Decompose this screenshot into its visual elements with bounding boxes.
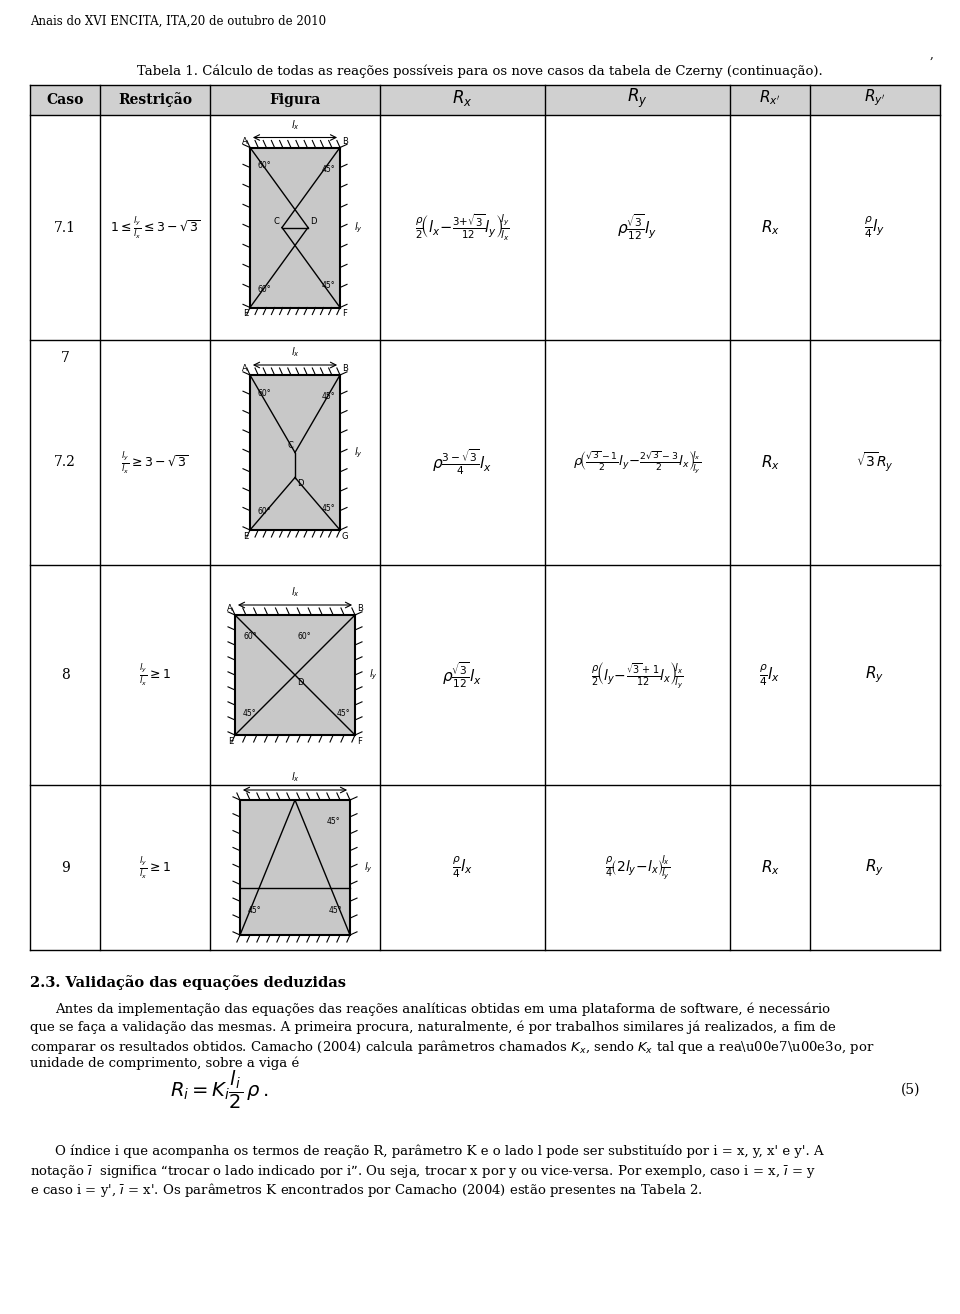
Text: $\rho\frac{3-\sqrt{3}}{4}l_x$: $\rho\frac{3-\sqrt{3}}{4}l_x$: [432, 448, 492, 477]
Text: 45°: 45°: [322, 505, 335, 512]
Text: $l_x$: $l_x$: [291, 770, 300, 784]
Text: $1 \leq \frac{l_y}{l_x} \leq 3-\sqrt{3}$: $1 \leq \frac{l_y}{l_x} \leq 3-\sqrt{3}$: [109, 214, 201, 240]
Text: 45°: 45°: [322, 392, 335, 401]
Text: 7.1: 7.1: [54, 221, 76, 234]
Text: F: F: [342, 310, 347, 318]
Text: $\sqrt{3}R_y$: $\sqrt{3}R_y$: [856, 451, 894, 474]
Text: 45°: 45°: [328, 905, 342, 915]
Text: 9: 9: [60, 861, 69, 875]
Text: $l_y$: $l_y$: [364, 861, 372, 875]
Bar: [240, 800, 350, 936]
Text: $\rho\frac{\sqrt{3}}{12}l_y$: $\rho\frac{\sqrt{3}}{12}l_y$: [617, 213, 658, 242]
Text: Caso: Caso: [46, 93, 84, 106]
Text: B: B: [342, 137, 348, 146]
Text: notação $\bar{\imath}$  significa “trocar o lado indicado por i”. Ou seja, troca: notação $\bar{\imath}$ significa “trocar…: [30, 1163, 816, 1180]
Text: $\frac{\rho}{4}\!\left(2l_y\!-\!l_x\right)\!\frac{l_x}{l_y}$: $\frac{\rho}{4}\!\left(2l_y\!-\!l_x\righ…: [605, 853, 670, 882]
Text: ,: ,: [930, 49, 934, 60]
Text: 60°: 60°: [257, 162, 271, 171]
Text: B: B: [357, 604, 363, 614]
Text: A: A: [242, 364, 248, 373]
Text: $\frac{l_y}{l_x} \geq 3-\sqrt{3}$: $\frac{l_y}{l_x} \geq 3-\sqrt{3}$: [121, 449, 189, 476]
Text: 60°: 60°: [257, 389, 271, 398]
Text: E: E: [228, 737, 233, 746]
Text: A: A: [228, 604, 233, 614]
Text: 45°: 45°: [322, 281, 335, 290]
Text: 7.2: 7.2: [54, 456, 76, 469]
Text: D: D: [297, 678, 303, 687]
Text: $\frac{\rho}{4}l_x$: $\frac{\rho}{4}l_x$: [452, 854, 473, 880]
Text: comparar os resultados obtidos. Camacho (2004) calcula parâmetros chamados $K_x$: comparar os resultados obtidos. Camacho …: [30, 1038, 875, 1056]
Text: 45°: 45°: [326, 817, 340, 827]
Text: $R_{x'}$: $R_{x'}$: [759, 88, 780, 108]
Text: 45°: 45°: [248, 905, 262, 915]
Text: 60°: 60°: [297, 632, 311, 641]
Text: $R_y$: $R_y$: [627, 87, 648, 109]
Text: A: A: [242, 137, 248, 146]
Bar: [250, 374, 340, 530]
Text: G: G: [342, 532, 348, 541]
Text: $R_y$: $R_y$: [866, 857, 884, 878]
Text: F: F: [357, 737, 362, 746]
Text: $\frac{\rho}{4}l_x$: $\frac{\rho}{4}l_x$: [759, 662, 780, 687]
Text: E: E: [243, 532, 248, 541]
Text: O índice i que acompanha os termos de reação R, parâmetro K e o lado l pode ser : O índice i que acompanha os termos de re…: [55, 1144, 824, 1159]
Text: 8: 8: [60, 668, 69, 682]
Text: 45°: 45°: [336, 710, 350, 717]
Text: Anais do XVI ENCITA, ITA,20 de outubro de 2010: Anais do XVI ENCITA, ITA,20 de outubro d…: [30, 14, 326, 28]
Text: $R_i = K_i \dfrac{l_i}{2}\,\rho\,.$: $R_i = K_i \dfrac{l_i}{2}\,\rho\,.$: [170, 1068, 269, 1112]
Text: $R_x$: $R_x$: [760, 218, 780, 237]
Bar: [30, 85, 940, 116]
Text: Antes da implementação das equações das reações analíticas obtidas em uma plataf: Antes da implementação das equações das …: [55, 1003, 830, 1016]
Text: (5): (5): [900, 1083, 920, 1097]
Text: 60°: 60°: [257, 285, 271, 293]
Text: $\frac{\rho}{2}\!\left(l_x\!-\!\frac{3\!+\!\sqrt{3}}{12}l_y\right)\!\frac{l_y}{l: $\frac{\rho}{2}\!\left(l_x\!-\!\frac{3\!…: [415, 212, 510, 243]
Text: C: C: [274, 217, 279, 226]
Bar: [250, 147, 340, 307]
Text: 60°: 60°: [243, 632, 256, 641]
Text: 45°: 45°: [322, 164, 335, 173]
Bar: [235, 615, 355, 735]
Text: 60°: 60°: [257, 507, 271, 516]
Text: $l_x$: $l_x$: [291, 346, 300, 359]
Text: D: D: [310, 217, 317, 226]
Text: B: B: [342, 364, 348, 373]
Text: unidade de comprimento, sobre a viga é: unidade de comprimento, sobre a viga é: [30, 1056, 300, 1070]
Text: $\rho\frac{\sqrt{3}}{12}l_x$: $\rho\frac{\sqrt{3}}{12}l_x$: [443, 660, 483, 690]
Text: C: C: [287, 440, 293, 449]
Text: $l_x$: $l_x$: [291, 585, 300, 599]
Text: $\frac{l_y}{l_x} \geq 1$: $\frac{l_y}{l_x} \geq 1$: [139, 854, 171, 880]
Text: $\rho\!\left(\frac{\sqrt{3}-1}{2}l_y\!-\!\frac{2\sqrt{3}-3}{2}l_x\right)\!\frac{: $\rho\!\left(\frac{\sqrt{3}-1}{2}l_y\!-\…: [573, 449, 702, 476]
Text: 7: 7: [60, 351, 69, 365]
Text: e caso i = y', $\bar{\imath}$ = x'. Os parâmetros K encontrados por Camacho (200: e caso i = y', $\bar{\imath}$ = x'. Os p…: [30, 1181, 703, 1198]
Text: D: D: [297, 480, 303, 489]
Text: $R_x$: $R_x$: [452, 88, 472, 108]
Text: $l_y$: $l_y$: [354, 445, 363, 460]
Text: $l_x$: $l_x$: [291, 118, 300, 131]
Text: $l_y$: $l_y$: [354, 221, 363, 235]
Text: Restrição: Restrição: [118, 92, 192, 108]
Text: 2.3. Validação das equações deduzidas: 2.3. Validação das equações deduzidas: [30, 975, 346, 989]
Text: Tabela 1. Cálculo de todas as reações possíveis para os nove casos da tabela de : Tabela 1. Cálculo de todas as reações po…: [137, 64, 823, 79]
Text: $\frac{l_y}{l_x} \geq 1$: $\frac{l_y}{l_x} \geq 1$: [139, 662, 171, 689]
Text: Figura: Figura: [270, 93, 321, 106]
Text: 45°: 45°: [243, 710, 256, 717]
Text: $\frac{\rho}{4}l_y$: $\frac{\rho}{4}l_y$: [864, 214, 886, 240]
Text: E: E: [243, 310, 248, 318]
Text: $R_{y'}$: $R_{y'}$: [864, 88, 886, 108]
Text: $l_y$: $l_y$: [369, 668, 378, 682]
Text: $R_x$: $R_x$: [760, 858, 780, 876]
Text: que se faça a validação das mesmas. A primeira procura, naturalmente, é por trab: que se faça a validação das mesmas. A pr…: [30, 1020, 836, 1034]
Text: $R_y$: $R_y$: [866, 665, 884, 686]
Text: $R_x$: $R_x$: [760, 453, 780, 472]
Text: $\frac{\rho}{2}\!\left(l_y\!-\!\frac{\sqrt{3}+1}{12}l_x\right)\!\frac{l_x}{l_y}$: $\frac{\rho}{2}\!\left(l_y\!-\!\frac{\sq…: [591, 660, 684, 690]
